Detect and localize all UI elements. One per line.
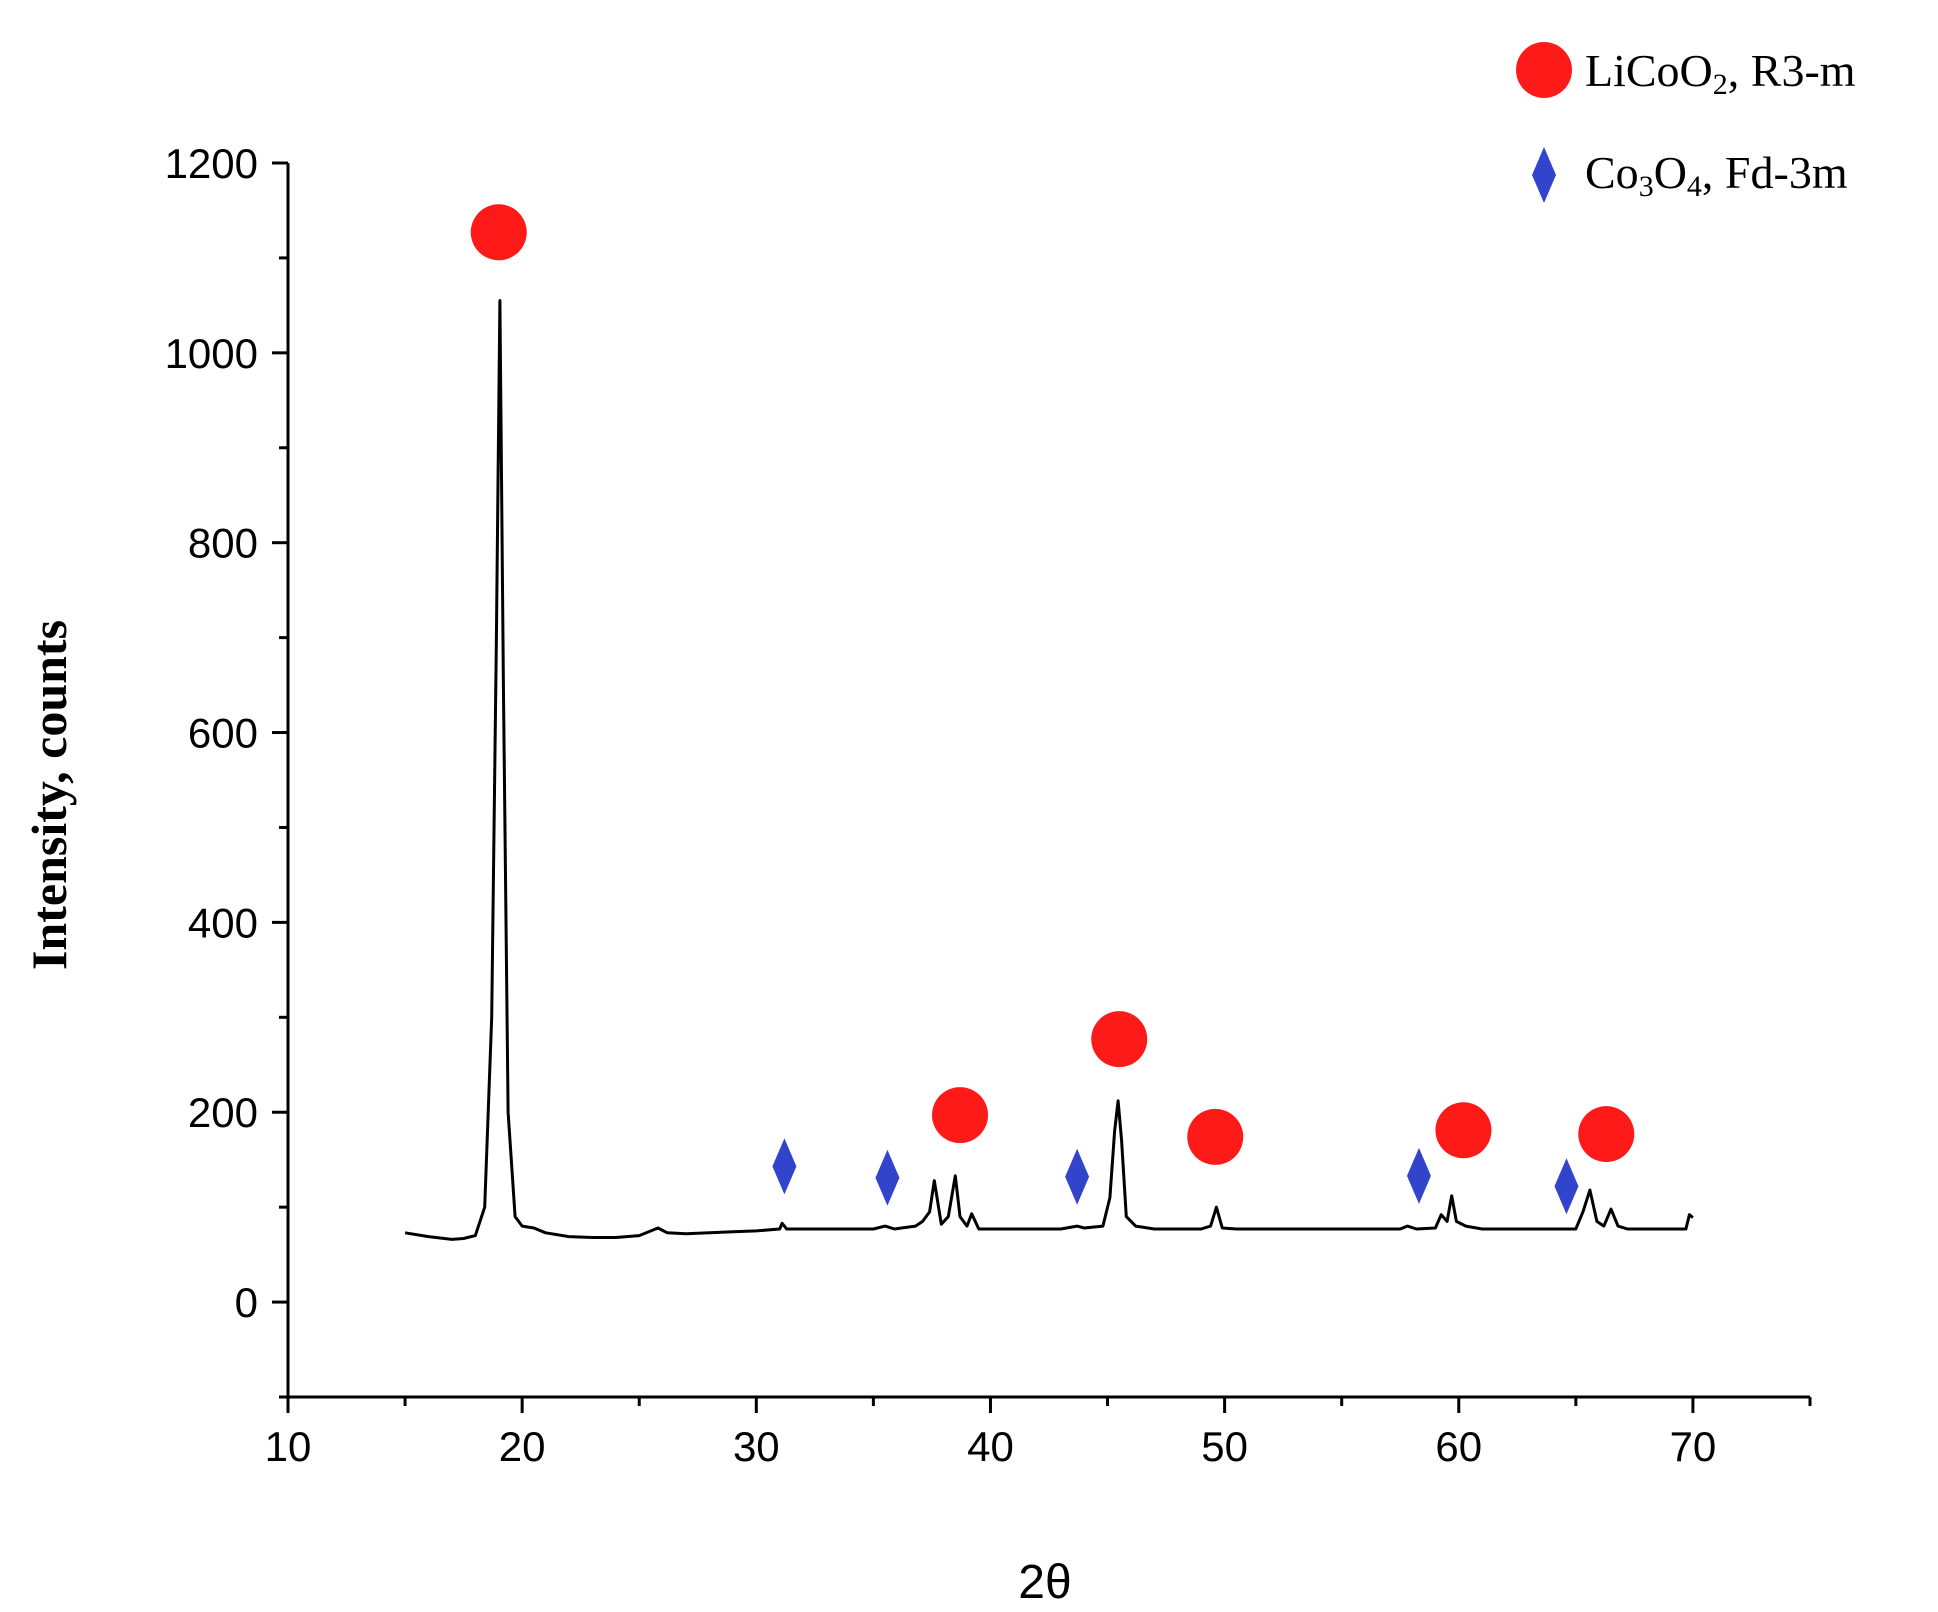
diffraction-pattern-line <box>404 299 1694 1241</box>
co3o4-peak-marker <box>772 1138 797 1195</box>
x-tick-label: 30 <box>733 1423 780 1470</box>
y-tick-label: 600 <box>188 710 258 757</box>
licoo2-peak-marker <box>1187 1108 1244 1165</box>
co3o4-peak-marker <box>1065 1148 1090 1205</box>
x-tick-label: 70 <box>1670 1423 1717 1470</box>
licoo2-peak-marker <box>932 1087 989 1144</box>
legend-circle-marker <box>1516 42 1572 98</box>
x-tick-label: 20 <box>499 1423 546 1470</box>
licoo2-peak-marker <box>1091 1011 1148 1068</box>
x-tick-label: 60 <box>1435 1423 1482 1470</box>
co3o4-peak-marker <box>875 1149 900 1206</box>
y-tick-label: 0 <box>235 1279 258 1326</box>
axes <box>286 163 1810 1399</box>
x-tick-label: 50 <box>1201 1423 1248 1470</box>
x-tick-label: 40 <box>967 1423 1014 1470</box>
legend-diamond-marker <box>1532 147 1556 203</box>
co3o4-peak-marker <box>1554 1158 1579 1215</box>
phase-markers <box>470 204 1635 1215</box>
y-tick-label: 1000 <box>165 330 258 377</box>
legend-label-co3o4: Co3O4, Fd-3m <box>1585 147 1848 203</box>
y-tick-label: 800 <box>188 520 258 567</box>
co3o4-peak-marker <box>1406 1147 1431 1204</box>
y-tick-label: 200 <box>188 1089 258 1136</box>
y-tick-label: 1200 <box>165 140 258 187</box>
licoo2-peak-marker <box>1578 1106 1635 1163</box>
x-axis-title: 2θ <box>1018 1556 1071 1609</box>
legend-label-licoo2: LiCoO2, R3-m <box>1585 45 1856 101</box>
y-tick-label: 400 <box>188 899 258 946</box>
x-tick-label: 10 <box>265 1423 312 1470</box>
licoo2-peak-marker <box>1435 1102 1492 1159</box>
ticks <box>272 161 1812 1413</box>
tick-labels: 10 20 30 40 50 60 70 0 200 400 600 800 1000 1200 <box>165 140 1717 1470</box>
licoo2-peak-marker <box>470 204 527 261</box>
y-axis-title: Intensity, counts <box>21 620 77 970</box>
legend: LiCoO2, R3-m Co3O4, Fd-3m <box>1516 42 1856 203</box>
